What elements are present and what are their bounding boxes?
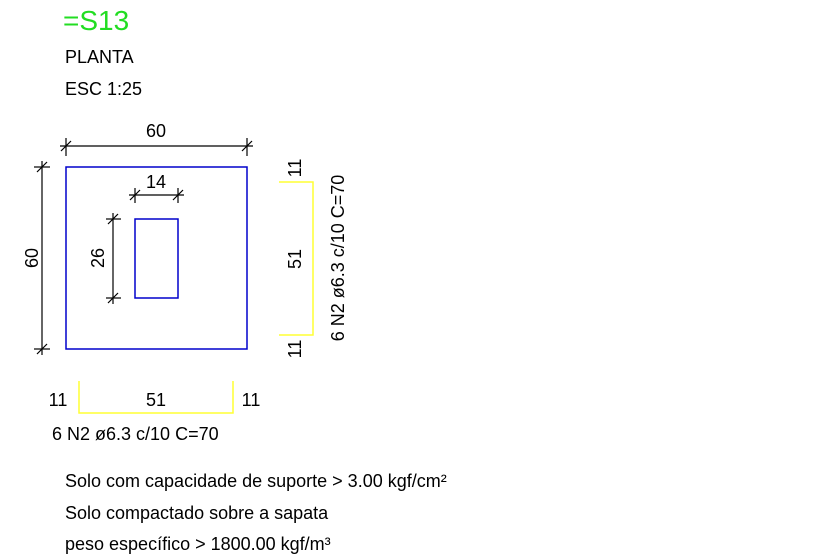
- rebar-right-top-hook: 11: [285, 159, 305, 178]
- rebar-bottom-label: 6 N2 ø6.3 c/10 C=70: [52, 424, 219, 444]
- rebar-bottom-right-hook: 11: [242, 390, 261, 410]
- rebar-right-shape: [279, 181, 314, 336]
- dimension-footing-height: [34, 161, 50, 355]
- drawing-title: =S13: [63, 5, 130, 36]
- pillar-outline: [134, 218, 179, 299]
- rebar-right-bottom-hook: 11: [285, 340, 305, 359]
- dimension-pillar-width-label: 14: [146, 172, 166, 192]
- dimension-pillar-width: [129, 188, 184, 203]
- view-label: PLANTA: [65, 47, 134, 67]
- footing-outline: [65, 166, 248, 350]
- note-soil-compaction: Solo compactado sobre a sapata: [65, 503, 329, 523]
- rebar-bottom-span: 51: [146, 390, 166, 410]
- dimension-pillar-height: [106, 213, 121, 304]
- dimension-footing-width-label: 60: [146, 121, 166, 141]
- dimension-footing-width: [60, 138, 253, 156]
- rebar-right-span: 51: [285, 249, 305, 269]
- rebar-bottom-shape: [78, 381, 234, 414]
- dimension-footing-height-label: 60: [22, 248, 42, 268]
- note-soil-capacity: Solo com capacidade de suporte > 3.00 kg…: [65, 471, 447, 491]
- rebar-bottom-left-hook: 11: [49, 390, 68, 410]
- note-specific-weight: peso específico > 1800.00 kgf/m³: [65, 534, 331, 554]
- dimension-pillar-height-label: 26: [88, 248, 108, 268]
- scale-label: ESC 1:25: [65, 79, 143, 99]
- rebar-right-label: 6 N2 ø6.3 c/10 C=70: [328, 175, 348, 342]
